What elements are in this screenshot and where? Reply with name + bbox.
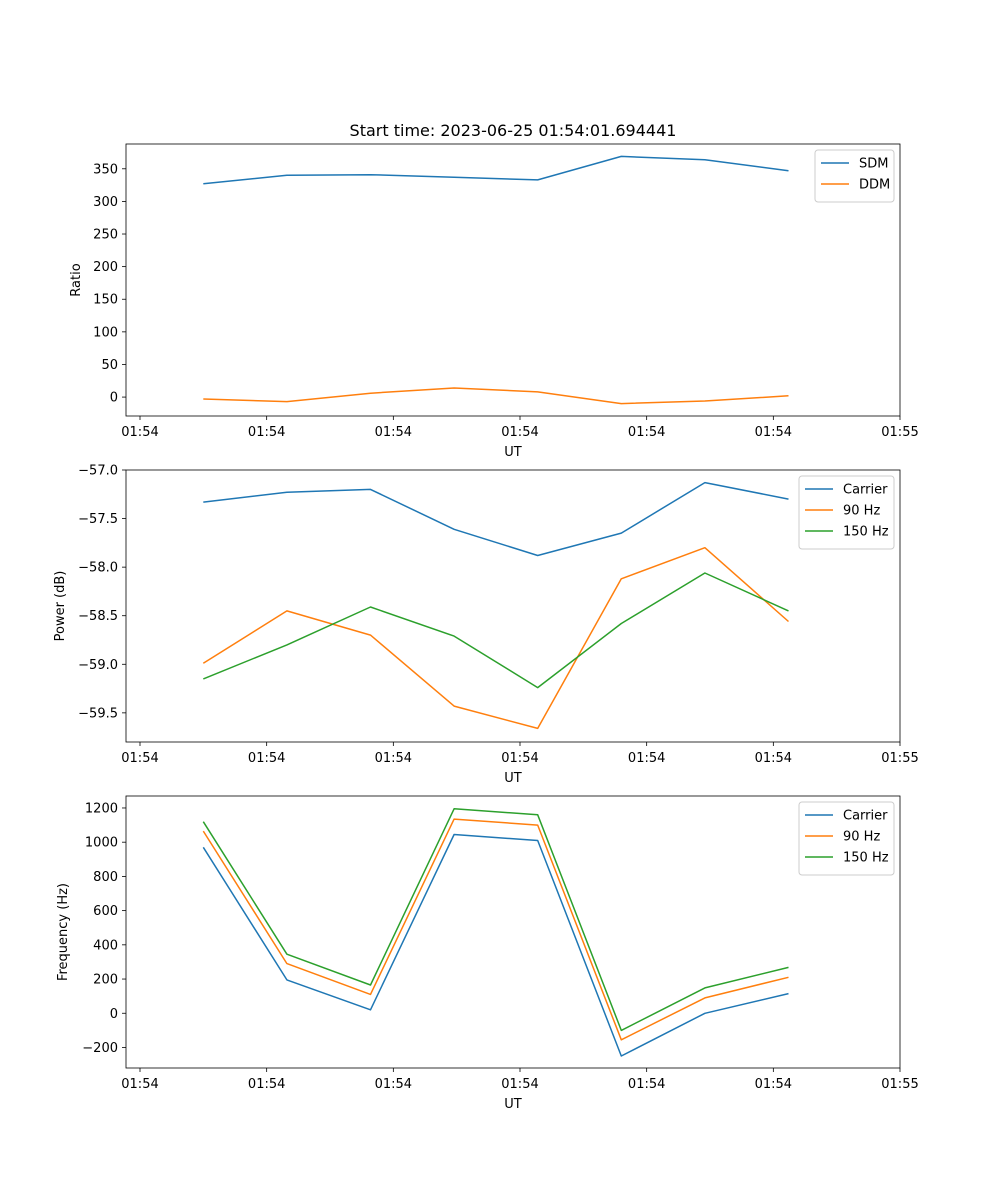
axes-frame — [125, 469, 901, 743]
y-tick-label: 0 — [110, 1007, 118, 1022]
x-tick-label: 01:54 — [755, 1077, 792, 1092]
x-tick-label: 01:54 — [501, 1077, 538, 1092]
chart-panel-3: 01:54 01:54 01:54 01:54 01:54 01:54 01:55 −200 0… — [56, 795, 919, 1112]
chart-panel-2: 01:54 01:54 01:54 01:54 01:54 01:54 01:55 −57.0… — [53, 464, 919, 787]
x-tick-label: 01:55 — [881, 751, 918, 766]
y-tick-label: 600 — [93, 904, 118, 919]
series-line-sdm — [203, 155, 789, 185]
x-tick-label: 01:55 — [881, 425, 918, 440]
x-tick-label: 01:54 — [628, 751, 665, 766]
y-tick-label: 250 — [93, 228, 118, 243]
legend-label: SDM — [859, 157, 888, 172]
y-tick-label: −59.5 — [78, 706, 118, 721]
x-tick-label: 01:54 — [628, 1077, 665, 1092]
y-tick-label: 1200 — [85, 801, 118, 816]
y-tick-label: 1000 — [85, 836, 118, 851]
y-tick-label: 350 — [93, 162, 118, 177]
legend-label: 150 Hz — [843, 851, 889, 866]
axes-frame — [125, 795, 901, 1069]
legend: Carrier 90 Hz 150 Hz — [798, 475, 895, 550]
axes-frame — [125, 143, 901, 417]
legend-label: Carrier — [843, 809, 888, 824]
x-axis-label: UT — [504, 445, 522, 460]
legend-label: 90 Hz — [843, 830, 880, 845]
x-tick-label: 01:54 — [248, 751, 285, 766]
y-tick-label: 150 — [93, 293, 118, 308]
x-tick-label: 01:54 — [628, 425, 665, 440]
x-tick-label: 01:54 — [755, 751, 792, 766]
legend-label: 150 Hz — [843, 525, 889, 540]
x-tick-label: 01:54 — [375, 1077, 412, 1092]
y-tick-label: −58.5 — [78, 609, 118, 624]
series-line-ddm — [203, 387, 789, 405]
x-tick-label: 01:54 — [121, 1077, 158, 1092]
legend-label: 90 Hz — [843, 504, 880, 519]
series-line-carrier — [203, 481, 789, 557]
series-line-carrier — [202, 833, 789, 1057]
y-tick-label: 0 — [110, 391, 118, 406]
y-tick-label: 50 — [101, 358, 118, 373]
legend: Carrier 90 Hz 150 Hz — [798, 801, 895, 876]
x-axis-label: UT — [504, 1097, 522, 1112]
y-tick-label: −57.5 — [78, 512, 118, 527]
y-tick-label: −57.0 — [78, 464, 118, 479]
x-tick-label: 01:54 — [248, 1077, 285, 1092]
x-tick-label: 01:54 — [501, 425, 538, 440]
legend-label: Carrier — [843, 483, 888, 498]
x-tick-label: 01:54 — [375, 425, 412, 440]
x-axis-label: UT — [504, 771, 522, 786]
x-tick-label: 01:55 — [881, 1077, 918, 1092]
x-tick-label: 01:54 — [501, 751, 538, 766]
y-tick-label: 300 — [93, 195, 118, 210]
y-tick-label: 200 — [93, 973, 118, 988]
y-axis-label: Ratio — [69, 263, 84, 296]
x-tick-label: 01:54 — [121, 425, 158, 440]
series-line-150-hz — [202, 808, 789, 1032]
legend: SDM DDM — [814, 149, 895, 203]
y-tick-label: −200 — [82, 1041, 118, 1056]
series-line-90-hz — [202, 546, 789, 730]
x-tick-label: 01:54 — [121, 751, 158, 766]
y-tick-label: −59.0 — [78, 658, 118, 673]
y-tick-label: 200 — [93, 260, 118, 275]
y-tick-label: 100 — [93, 325, 118, 340]
y-axis-label: Power (dB) — [53, 571, 68, 642]
x-tick-label: 01:54 — [248, 425, 285, 440]
y-tick-label: 400 — [93, 938, 118, 953]
legend-label: DDM — [859, 178, 890, 193]
x-tick-label: 01:54 — [375, 751, 412, 766]
series-line-150-hz — [203, 572, 789, 689]
series-line-90-hz — [202, 818, 789, 1041]
figure-title: Start time: 2023-06-25 01:54:01.694441 — [350, 121, 677, 140]
x-tick-label: 01:54 — [755, 425, 792, 440]
y-tick-label: −58.0 — [78, 561, 118, 576]
y-tick-label: 800 — [93, 870, 118, 885]
y-axis-label: Frequency (Hz) — [56, 883, 71, 981]
chart-panel-1: 01:54 01:54 01:54 01:54 01:54 01:54 01:55 0 50 10… — [69, 143, 919, 460]
